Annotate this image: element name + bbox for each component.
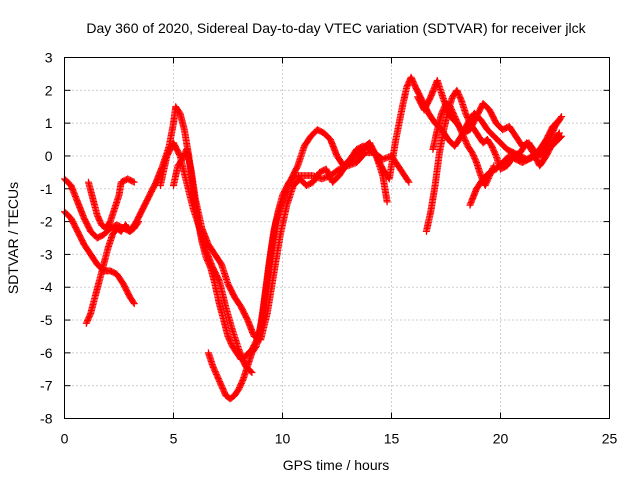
plot-frame bbox=[64, 57, 610, 419]
series-track-g bbox=[170, 139, 391, 344]
y-tick-label: -2 bbox=[40, 214, 53, 230]
data-point-marker bbox=[490, 162, 498, 170]
y-tick-label: -3 bbox=[40, 246, 53, 262]
data-point-marker bbox=[558, 132, 566, 140]
y-tick-label: 0 bbox=[45, 148, 53, 164]
data-point-marker bbox=[558, 113, 566, 121]
x-tick-label: 0 bbox=[61, 431, 69, 447]
data-point-marker bbox=[130, 178, 138, 186]
data-point-marker bbox=[130, 300, 138, 308]
data-point-marker bbox=[489, 163, 497, 171]
y-tick-label: -4 bbox=[40, 279, 53, 295]
y-tick-label: -8 bbox=[40, 411, 53, 427]
y-tick-label: 2 bbox=[45, 82, 53, 98]
data-point-marker bbox=[383, 198, 391, 206]
y-tick-label: -6 bbox=[40, 345, 53, 361]
x-tick-label: 5 bbox=[170, 431, 178, 447]
chart-title: Day 360 of 2020, Sidereal Day-to-day VTE… bbox=[86, 20, 586, 36]
x-tick-label: 15 bbox=[384, 431, 400, 447]
data-point-marker bbox=[404, 177, 412, 185]
y-tick-labels: -8 -7 -6 -5 -4 -3 -2 -1 0 1 2 3 bbox=[40, 50, 53, 427]
data-point-marker bbox=[556, 133, 564, 141]
series-track-a bbox=[61, 73, 563, 363]
y-axis-label: SDTVAR / TECUs bbox=[5, 182, 21, 294]
x-axis-label: GPS time / hours bbox=[283, 457, 390, 473]
x-tick-label: 20 bbox=[493, 431, 509, 447]
series-track-d bbox=[84, 175, 138, 232]
data-point-marker bbox=[135, 218, 143, 226]
series-track-c bbox=[82, 218, 143, 327]
data-points bbox=[61, 73, 566, 403]
data-point-marker bbox=[557, 114, 565, 122]
x-tick-label: 25 bbox=[602, 431, 618, 447]
data-point-marker bbox=[248, 369, 256, 377]
series-track-b bbox=[61, 208, 138, 308]
data-point-marker bbox=[129, 178, 137, 186]
data-point-marker bbox=[134, 219, 142, 227]
x-tick-labels: 0 5 10 15 20 25 bbox=[61, 431, 618, 447]
y-tick-label: 1 bbox=[45, 115, 53, 131]
y-tick-label: -5 bbox=[40, 312, 53, 328]
y-tick-label: -7 bbox=[40, 378, 53, 394]
data-point-marker bbox=[405, 178, 413, 186]
y-tick-label: -1 bbox=[40, 181, 53, 197]
series-track-e bbox=[156, 139, 256, 377]
series-track-k bbox=[429, 99, 498, 189]
data-point-marker bbox=[129, 298, 137, 306]
grid bbox=[64, 57, 610, 419]
y-tick-label: 3 bbox=[45, 50, 53, 66]
axis-ticks bbox=[64, 57, 610, 419]
x-tick-label: 10 bbox=[275, 431, 291, 447]
